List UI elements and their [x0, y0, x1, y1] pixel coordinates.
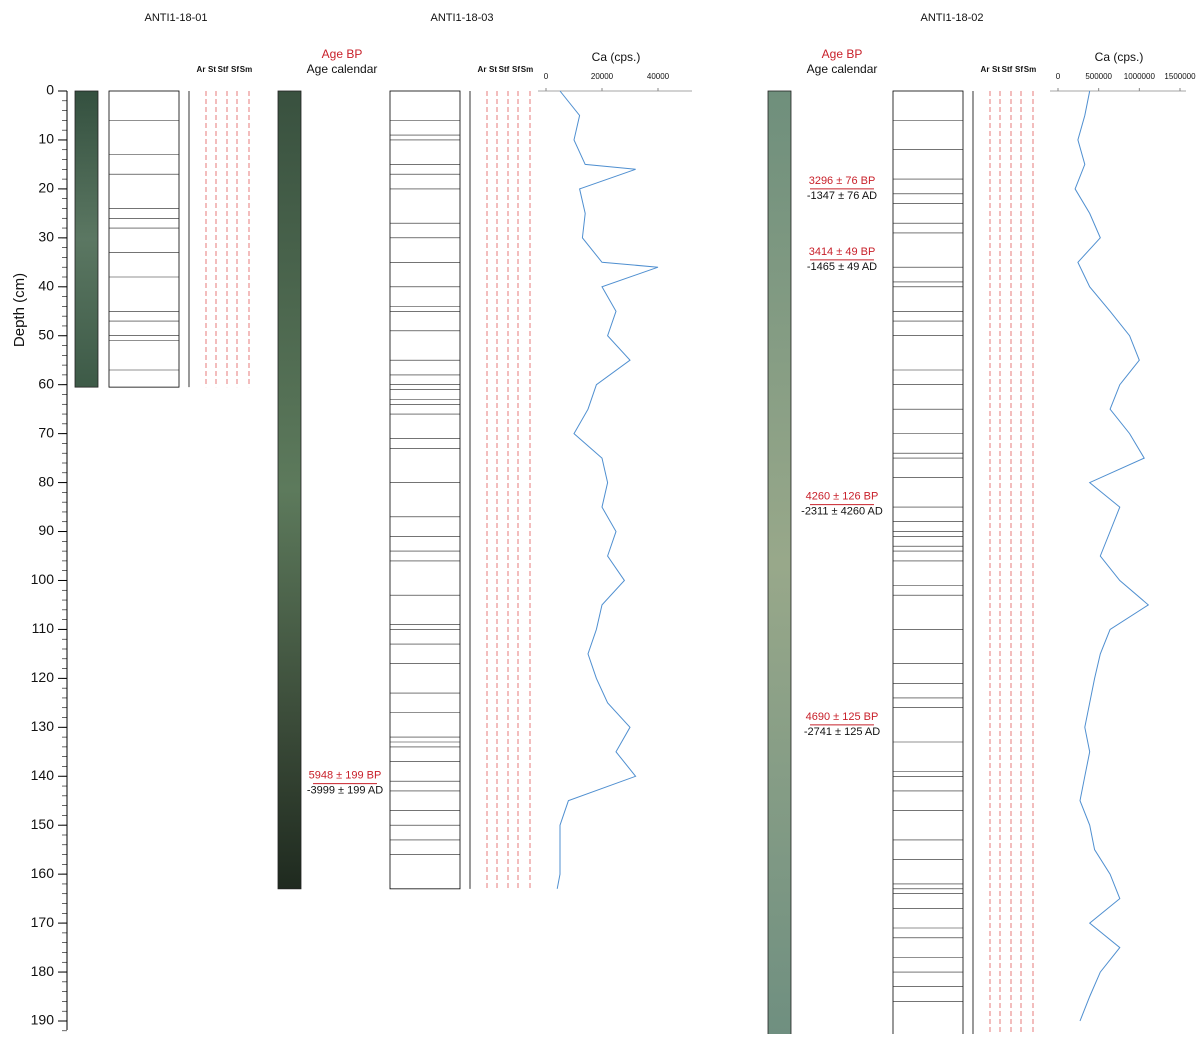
- column-label: Sf: [512, 65, 520, 74]
- age-bp-header: Age BP: [822, 47, 863, 61]
- depth-tick-label: 10: [38, 131, 54, 147]
- depth-tick-label: 120: [31, 669, 55, 685]
- depth-tick-label: 50: [38, 326, 54, 342]
- depth-tick-label: 140: [31, 767, 55, 783]
- column-label: Ar: [197, 65, 206, 74]
- lithology-log: [108, 90, 180, 388]
- age-calendar: -2311 ± 4260 AD: [801, 506, 883, 518]
- ca-curve: [556, 90, 659, 889]
- depth-tick-label: 150: [31, 816, 55, 832]
- ca-tick-label: 1500000: [1164, 72, 1196, 81]
- lithology-log: [389, 90, 461, 890]
- column-label: Ar: [478, 65, 487, 74]
- column-label: Sf: [231, 65, 239, 74]
- depth-tick-label: 70: [38, 424, 54, 440]
- column-label: Stf: [218, 65, 229, 74]
- age-calendar: -1347 ± 76 AD: [807, 190, 877, 202]
- depth-tick-label: 170: [31, 914, 55, 930]
- age-bp: 3296 ± 76 BP: [809, 175, 876, 187]
- age-calendar: -2741 ± 125 AD: [804, 726, 880, 738]
- depth-tick-label: 190: [31, 1012, 55, 1028]
- depth-tick-label: 100: [31, 571, 55, 587]
- core-photo: [74, 90, 99, 388]
- ca-curve: [1074, 90, 1150, 1022]
- core-photo: [767, 90, 792, 1037]
- age-calendar-header: Age calendar: [807, 62, 878, 76]
- ca-tick-label: 40000: [647, 72, 670, 81]
- age-bp: 4690 ± 125 BP: [806, 711, 879, 723]
- age-calendar: -3999 ± 199 AD: [307, 785, 383, 797]
- core-title: ANTI1-18-02: [921, 12, 984, 24]
- column-label: St: [208, 65, 216, 74]
- depth-tick-label: 60: [38, 375, 54, 391]
- column-label: Sm: [240, 65, 252, 74]
- column-label: St: [992, 65, 1000, 74]
- age-bp: 5948 ± 199 BP: [309, 770, 382, 782]
- depth-tick-label: 20: [38, 180, 54, 196]
- age-bp: 4260 ± 126 BP: [806, 491, 879, 503]
- core-title: ANTI1-18-01: [145, 12, 208, 24]
- depth-tick-label: 80: [38, 473, 54, 489]
- depth-tick-label: 0: [46, 82, 54, 98]
- depth-tick-label: 90: [38, 522, 54, 538]
- column-label: Sm: [521, 65, 533, 74]
- column-label: Sm: [1024, 65, 1036, 74]
- depth-tick-label: 130: [31, 718, 55, 734]
- core-photo: [277, 90, 302, 890]
- depth-axis-label: Depth (cm): [11, 273, 28, 347]
- ca-tick-label: 1000000: [1124, 72, 1156, 81]
- age-bp-header: Age BP: [322, 47, 363, 61]
- column-label: Ar: [981, 65, 990, 74]
- column-label: Stf: [1002, 65, 1013, 74]
- age-calendar: -1465 ± 49 AD: [807, 261, 877, 273]
- column-label: Stf: [499, 65, 510, 74]
- ca-label: Ca (cps.): [592, 50, 641, 64]
- ca-label: Ca (cps.): [1095, 50, 1144, 64]
- core-title: ANTI1-18-03: [431, 12, 494, 24]
- depth-tick-label: 110: [32, 620, 55, 636]
- age-calendar-header: Age calendar: [307, 62, 378, 76]
- ca-tick-label: 20000: [591, 72, 614, 81]
- ca-tick-label: 500000: [1085, 72, 1112, 81]
- lithology-log: [892, 90, 964, 1037]
- ca-tick-label: 0: [1056, 72, 1061, 81]
- depth-tick-label: 30: [38, 229, 54, 245]
- ca-tick-label: 0: [544, 72, 549, 81]
- column-label: Sf: [1015, 65, 1023, 74]
- depth-tick-label: 180: [31, 963, 55, 979]
- depth-tick-label: 40: [38, 277, 54, 293]
- depth-tick-label: 160: [31, 865, 55, 881]
- column-label: St: [489, 65, 497, 74]
- age-bp: 3414 ± 49 BP: [809, 246, 876, 258]
